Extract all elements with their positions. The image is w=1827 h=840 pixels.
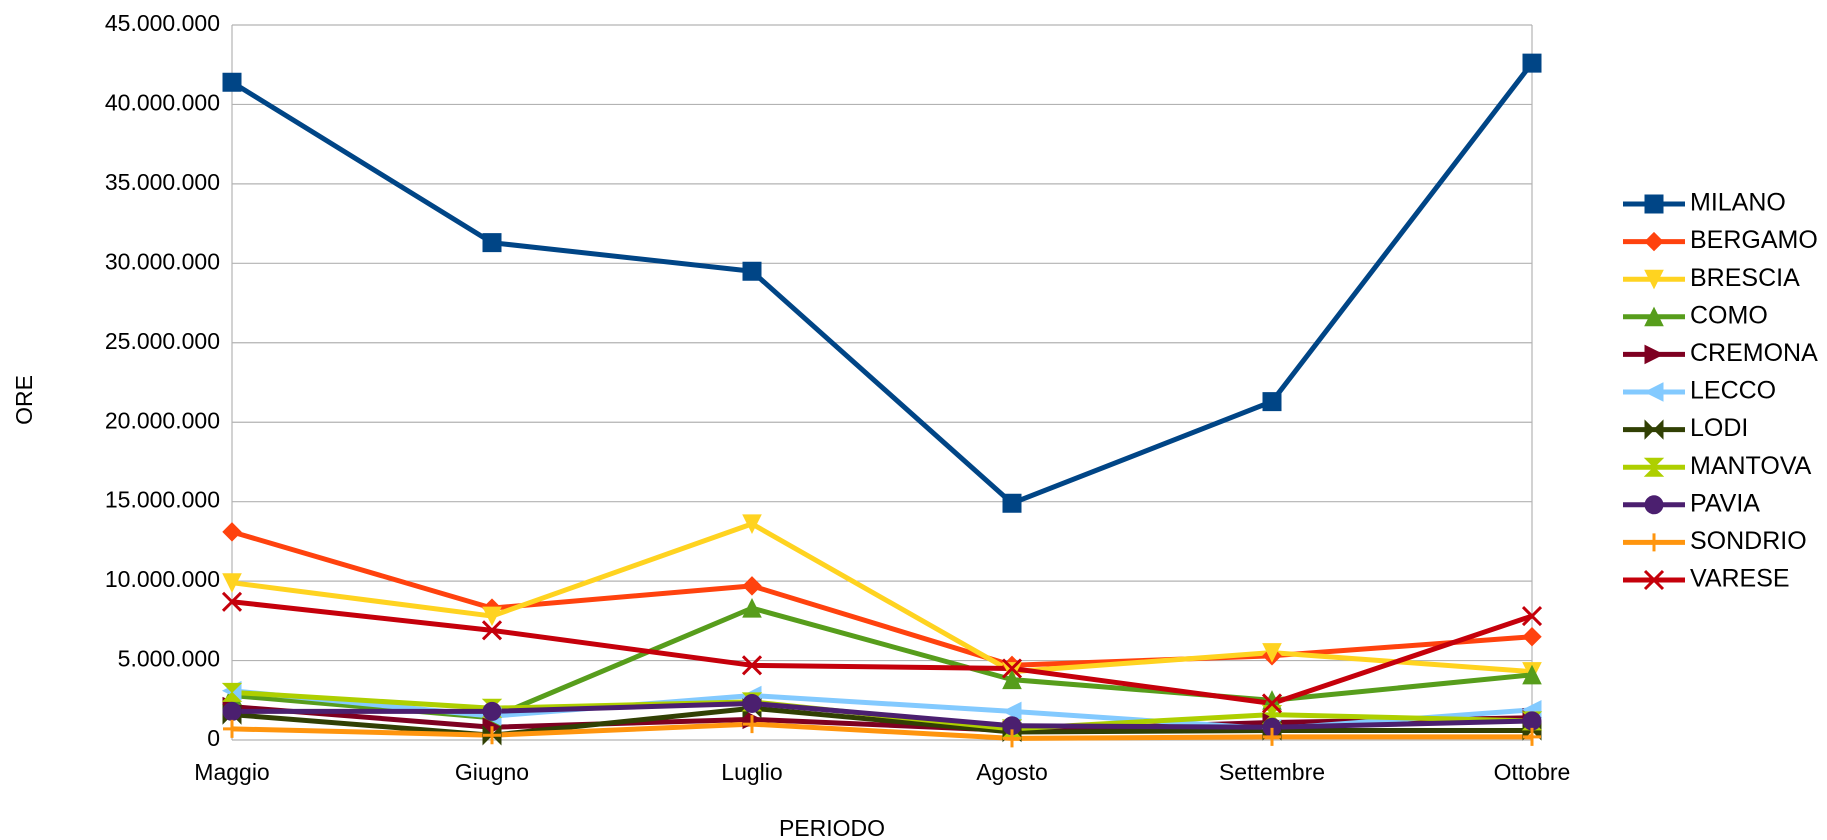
y-tick-label: 40.000.000	[105, 90, 220, 116]
y-axis-label: ORE	[11, 375, 37, 425]
legend-item: MILANO	[1623, 189, 1786, 217]
marker	[1643, 457, 1665, 477]
legend-item: COMO	[1623, 301, 1768, 329]
marker	[1645, 533, 1663, 552]
marker	[743, 715, 761, 734]
marker	[1003, 729, 1021, 748]
marker	[742, 514, 762, 535]
marker	[222, 72, 242, 92]
marker	[221, 591, 243, 612]
x-tick-label: Luglio	[721, 759, 782, 785]
marker	[483, 726, 501, 745]
legend-label: BRESCIA	[1690, 264, 1800, 292]
legend-label: LODI	[1690, 414, 1748, 442]
y-tick-label: 10.000.000	[105, 566, 220, 592]
marker	[481, 620, 503, 641]
legend-item: SONDRIO	[1623, 527, 1807, 555]
marker	[1644, 495, 1664, 515]
marker	[221, 682, 243, 702]
y-tick-label: 15.000.000	[105, 487, 220, 513]
series-line	[231, 529, 1533, 668]
marker	[1262, 392, 1282, 412]
marker	[223, 719, 241, 738]
marker	[1002, 669, 1022, 690]
legend-label: BERGAMO	[1690, 226, 1818, 254]
marker	[1523, 727, 1541, 746]
marker	[1001, 658, 1023, 679]
marker	[742, 576, 762, 596]
marker	[1262, 643, 1282, 663]
series-line	[231, 704, 1533, 733]
marker	[222, 701, 242, 721]
legend-label: SONDRIO	[1690, 527, 1807, 555]
marker	[1262, 717, 1282, 737]
marker	[742, 693, 762, 713]
marker	[741, 655, 763, 676]
marker	[1002, 493, 1022, 513]
legend-label: MANTOVA	[1690, 452, 1812, 480]
marker	[482, 233, 502, 253]
marker	[1263, 727, 1281, 746]
x-tick-label: Agosto	[976, 759, 1048, 785]
legend-item: LECCO	[1623, 377, 1776, 405]
legend-label: LECCO	[1690, 377, 1776, 405]
marker	[1002, 716, 1022, 736]
marker	[1522, 664, 1542, 685]
legend-item: BERGAMO	[1623, 226, 1818, 254]
marker	[1521, 606, 1543, 627]
marker	[1644, 344, 1665, 365]
y-tick-label: 30.000.000	[105, 248, 220, 274]
marker	[1522, 627, 1542, 647]
legend-item: CREMONA	[1623, 339, 1818, 367]
marker	[1644, 269, 1664, 290]
legend-label: COMO	[1690, 301, 1768, 329]
series-line	[231, 721, 1532, 741]
x-tick-label: Maggio	[194, 759, 269, 785]
legend-label: CREMONA	[1690, 339, 1818, 367]
legend-item: BRESCIA	[1623, 264, 1800, 292]
series-line	[232, 700, 1533, 730]
legend-item: PAVIA	[1623, 489, 1760, 517]
legend-item: MANTOVA	[1623, 452, 1812, 480]
y-tick-label: 25.000.000	[105, 328, 220, 354]
marker	[1643, 382, 1664, 402]
marker	[222, 573, 242, 593]
y-tick-label: 5.000.000	[118, 646, 220, 672]
marker	[1644, 419, 1664, 440]
marker	[1001, 701, 1022, 722]
y-tick-label: 35.000.000	[105, 169, 220, 195]
y-tick-label: 0	[207, 725, 220, 751]
series-line	[231, 599, 1533, 706]
marker	[222, 522, 242, 542]
x-tick-label: Settembre	[1219, 759, 1325, 785]
series-line	[231, 521, 1533, 675]
legend-item: LODI	[1623, 414, 1748, 442]
marker	[1644, 194, 1664, 214]
marker	[742, 598, 762, 618]
marker	[1644, 231, 1664, 252]
y-tick-label: 20.000.000	[105, 407, 220, 433]
y-tick-label: 45.000.000	[105, 10, 220, 36]
marker	[1644, 306, 1664, 327]
marker	[742, 261, 762, 281]
marker	[1261, 693, 1283, 714]
x-axis-label: PERIODO	[779, 815, 885, 840]
x-tick-label: Giugno	[455, 759, 529, 785]
series-line	[230, 61, 1534, 506]
legend-label: MILANO	[1690, 189, 1786, 217]
legend-item: VARESE	[1623, 565, 1790, 593]
marker	[1522, 53, 1542, 73]
marker	[1522, 711, 1542, 731]
legend-label: VARESE	[1690, 565, 1790, 593]
marker	[1643, 569, 1665, 591]
x-tick-label: Ottobre	[1494, 759, 1571, 785]
marker	[482, 606, 502, 627]
marker	[482, 701, 502, 721]
legend-label: PAVIA	[1690, 489, 1760, 517]
